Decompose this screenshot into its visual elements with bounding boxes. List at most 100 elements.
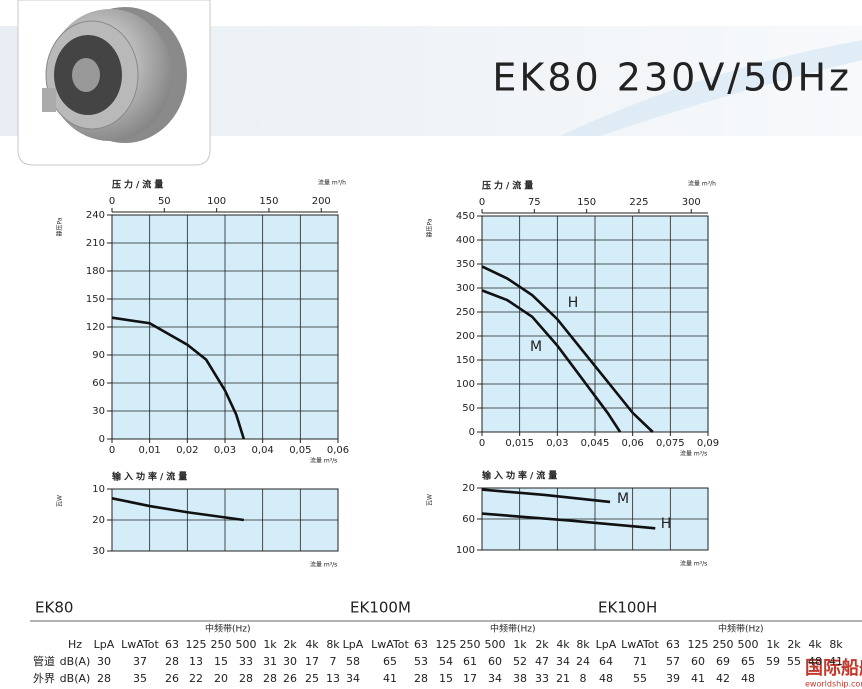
table-cell: 33 (239, 655, 253, 668)
x-tick-label: 0,03 (214, 445, 236, 456)
x-tick-label: 0,06 (327, 445, 349, 456)
y-tick-label: 200 (456, 331, 475, 342)
y-tick-label: 300 (456, 283, 475, 294)
table-header: 500 (236, 638, 257, 651)
x-tick-label: 0,02 (176, 445, 198, 456)
table-cell: 31 (263, 655, 277, 668)
table-cell: 28 (97, 672, 111, 685)
x-axis-label: 流量 m³/s (680, 450, 707, 458)
y-axis-label: 瓦W (427, 494, 434, 506)
series-line (111, 497, 245, 522)
band-label: 中频带(Hz) (490, 623, 536, 635)
y-tick-label: 400 (456, 235, 475, 246)
table-cell: 7 (330, 655, 337, 668)
x-axis-label: 流量 m³/s (680, 560, 707, 568)
table-cell: 15 (439, 672, 453, 685)
table-cell: 34 (556, 655, 570, 668)
table-header: 250 (211, 638, 232, 651)
y-tick-label: 100 (456, 379, 475, 390)
table-cell: 48 (808, 655, 822, 668)
table-header: 250 (713, 638, 734, 651)
table-header: LwATot (621, 638, 659, 651)
table-header: 1k (513, 638, 527, 651)
table-header: 4k (808, 638, 822, 651)
table-header: 2k (787, 638, 801, 651)
y-tick-label: 450 (456, 211, 475, 222)
table-header: 125 (436, 638, 457, 651)
table-cell: 47 (535, 655, 549, 668)
table-header: 500 (485, 638, 506, 651)
chart-title: 输入功率/流量 (112, 471, 190, 483)
x-tick-label: 0,045 (581, 438, 610, 449)
x2-tick-label: 150 (259, 196, 278, 207)
table-cell: 34 (346, 672, 360, 685)
table-cell: dB(A) (60, 672, 91, 685)
table-cell: 71 (633, 655, 647, 668)
header-swoosh (560, 40, 862, 136)
series-label: M (617, 491, 629, 507)
series-label: H (568, 295, 579, 311)
y-tick-label: 210 (86, 238, 105, 249)
x2-tick-label: 50 (158, 196, 171, 207)
table-cell: 20 (214, 672, 228, 685)
y-tick-label: 150 (456, 355, 475, 366)
table-cell: 55 (787, 655, 801, 668)
x2-tick-label: 100 (207, 196, 226, 207)
chart-title: 输入功率/流量 (482, 470, 560, 482)
x-tick-label: 0,06 (622, 438, 644, 449)
y-tick-label: 20 (462, 483, 475, 494)
table-cell: 59 (766, 655, 780, 668)
table-cell: 35 (133, 672, 147, 685)
x-tick-label: 0 (109, 445, 115, 456)
table-cell: 28 (165, 655, 179, 668)
table-cell: 65 (741, 655, 755, 668)
table-cell: 26 (165, 672, 179, 685)
chart-title: 压力/流量 (482, 180, 536, 192)
chart-title: 压力/流量 (112, 179, 166, 191)
table-cell: 57 (666, 655, 680, 668)
table-cell: 26 (283, 672, 297, 685)
table-cell: 42 (716, 672, 730, 685)
table-cell: 30 (283, 655, 297, 668)
table-header: 125 (688, 638, 709, 651)
table-cell: 17 (463, 672, 477, 685)
band-label: 中频带(Hz) (205, 623, 251, 635)
table-header: 1k (766, 638, 780, 651)
table-cell: 41 (691, 672, 705, 685)
y-tick-label: 120 (86, 322, 105, 333)
fan-photo (42, 7, 187, 143)
table-cell: 28 (414, 672, 428, 685)
table-header: 125 (186, 638, 207, 651)
table-cell: 28 (263, 672, 277, 685)
y-tick-label: 60 (462, 514, 475, 525)
y-tick-label: 10 (92, 484, 105, 495)
x-tick-label: 0,01 (139, 445, 161, 456)
table-header: 63 (165, 638, 179, 651)
table-cell: 65 (383, 655, 397, 668)
y-tick-label: 20 (92, 515, 105, 526)
table-cell: 30 (97, 655, 111, 668)
y-tick-label: 90 (92, 350, 105, 361)
table-cell: 外界 (33, 672, 55, 685)
y-tick-label: 60 (92, 378, 105, 389)
table-header: 2k (283, 638, 297, 651)
table-cell: dB(A) (60, 655, 91, 668)
table-header: LpA (343, 638, 364, 651)
x2-tick-label: 200 (312, 196, 331, 207)
model-name: EK100M (350, 599, 411, 617)
table-cell: 54 (439, 655, 453, 668)
x-axis-label: 流量 m³/s (310, 561, 337, 569)
x2-tick-label: 300 (682, 197, 701, 208)
series-label: M (530, 339, 542, 355)
x2-tick-label: 225 (629, 197, 648, 208)
table-cell: 24 (576, 655, 590, 668)
x-tick-label: 0,015 (505, 438, 534, 449)
table-cell: 58 (346, 655, 360, 668)
y-axis-label: 静压Pa (426, 218, 434, 237)
model-name: EK100H (598, 599, 657, 617)
series-line (481, 265, 654, 433)
table-cell: 22 (189, 672, 203, 685)
table-cell: 60 (488, 655, 502, 668)
y-tick-label: 0 (99, 434, 105, 445)
